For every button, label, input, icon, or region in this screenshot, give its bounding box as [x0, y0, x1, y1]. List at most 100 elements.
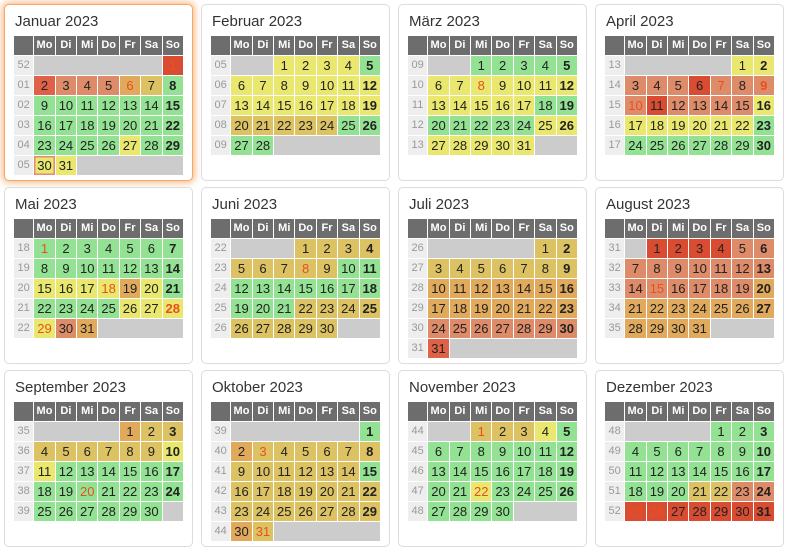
day-cell-mai-20[interactable]: 20 — [141, 279, 162, 298]
day-cell-oktober-24[interactable]: 24 — [252, 502, 274, 521]
day-cell-februar-27[interactable]: 27 — [231, 136, 252, 155]
day-cell-august-12[interactable]: 12 — [732, 259, 753, 278]
day-cell-juli-17[interactable]: 17 — [428, 299, 449, 318]
day-cell-april-10[interactable]: 10 — [625, 96, 646, 115]
day-cell-juli-31[interactable]: 31 — [428, 339, 449, 358]
day-cell-maerz-29[interactable]: 29 — [471, 136, 492, 155]
day-cell-april-25[interactable]: 25 — [646, 136, 668, 155]
day-cell-august-10[interactable]: 10 — [689, 259, 710, 278]
day-cell-maerz-8[interactable]: 8 — [471, 76, 492, 95]
day-cell-juni-8[interactable]: 8 — [295, 259, 316, 278]
day-cell-august-3[interactable]: 3 — [689, 239, 710, 258]
day-cell-november-21[interactable]: 21 — [449, 482, 471, 501]
day-cell-januar-20[interactable]: 20 — [119, 116, 141, 135]
day-cell-november-3[interactable]: 3 — [513, 422, 535, 441]
day-cell-september-30[interactable]: 30 — [141, 502, 162, 521]
day-cell-dezember-23[interactable]: 23 — [732, 482, 753, 501]
day-cell-februar-17[interactable]: 17 — [316, 96, 338, 115]
day-cell-oktober-6[interactable]: 6 — [316, 442, 338, 461]
day-cell-juni-23[interactable]: 23 — [316, 299, 338, 318]
day-cell-november-15[interactable]: 15 — [471, 462, 492, 481]
day-cell-oktober-3[interactable]: 3 — [252, 442, 274, 461]
day-cell-september-7[interactable]: 7 — [98, 442, 119, 461]
day-cell-juni-22[interactable]: 22 — [295, 299, 316, 318]
day-cell-juni-24[interactable]: 24 — [338, 299, 359, 318]
day-cell-februar-8[interactable]: 8 — [274, 76, 295, 95]
day-cell-januar-29[interactable]: 29 — [162, 136, 183, 155]
day-cell-mai-25[interactable]: 25 — [98, 299, 119, 318]
day-cell-februar-12[interactable]: 12 — [359, 76, 380, 95]
day-cell-juli-28[interactable]: 28 — [513, 319, 535, 338]
day-cell-september-17[interactable]: 17 — [162, 462, 183, 481]
day-cell-juli-13[interactable]: 13 — [492, 279, 513, 298]
day-cell-februar-1[interactable]: 1 — [274, 56, 295, 75]
day-cell-september-10[interactable]: 10 — [162, 442, 183, 461]
day-cell-september-8[interactable]: 8 — [119, 442, 141, 461]
day-cell-dezember-8[interactable]: 8 — [710, 442, 732, 461]
day-cell-maerz-10[interactable]: 10 — [513, 76, 535, 95]
day-cell-november-28[interactable]: 28 — [449, 502, 471, 521]
day-cell-dezember-17[interactable]: 17 — [753, 462, 774, 481]
day-cell-dezember-2[interactable]: 2 — [732, 422, 753, 441]
day-cell-august-20[interactable]: 20 — [753, 279, 774, 298]
day-cell-november-16[interactable]: 16 — [492, 462, 513, 481]
day-cell-juli-11[interactable]: 11 — [449, 279, 471, 298]
day-cell-august-13[interactable]: 13 — [753, 259, 774, 278]
day-cell-januar-7[interactable]: 7 — [141, 76, 162, 95]
day-cell-april-4[interactable]: 4 — [646, 76, 668, 95]
day-cell-mai-3[interactable]: 3 — [77, 239, 98, 258]
day-cell-juni-16[interactable]: 16 — [316, 279, 338, 298]
day-cell-juni-28[interactable]: 28 — [274, 319, 295, 338]
day-cell-april-3[interactable]: 3 — [625, 76, 646, 95]
day-cell-februar-6[interactable]: 6 — [231, 76, 252, 95]
day-cell-september-9[interactable]: 9 — [141, 442, 162, 461]
day-cell-august-11[interactable]: 11 — [710, 259, 732, 278]
day-cell-mai-31[interactable]: 31 — [77, 319, 98, 338]
day-cell-mai-30[interactable]: 30 — [55, 319, 77, 338]
day-cell-januar-21[interactable]: 21 — [141, 116, 162, 135]
day-cell-juni-30[interactable]: 30 — [316, 319, 338, 338]
day-cell-juli-9[interactable]: 9 — [556, 259, 577, 278]
day-cell-september-4[interactable]: 4 — [34, 442, 55, 461]
day-cell-april-7[interactable]: 7 — [710, 76, 732, 95]
day-cell-april-8[interactable]: 8 — [732, 76, 753, 95]
day-cell-juli-1[interactable]: 1 — [535, 239, 556, 258]
day-cell-oktober-20[interactable]: 20 — [316, 482, 338, 501]
day-cell-januar-17[interactable]: 17 — [55, 116, 77, 135]
day-cell-oktober-13[interactable]: 13 — [316, 462, 338, 481]
day-cell-november-6[interactable]: 6 — [428, 442, 449, 461]
day-cell-juli-16[interactable]: 16 — [556, 279, 577, 298]
day-cell-juli-19[interactable]: 19 — [471, 299, 492, 318]
day-cell-mai-10[interactable]: 10 — [77, 259, 98, 278]
day-cell-januar-3[interactable]: 3 — [55, 76, 77, 95]
day-cell-oktober-29[interactable]: 29 — [359, 502, 380, 521]
day-cell-mai-14[interactable]: 14 — [162, 259, 183, 278]
day-cell-april-28[interactable]: 28 — [710, 136, 732, 155]
day-cell-september-12[interactable]: 12 — [55, 462, 77, 481]
day-cell-januar-8[interactable]: 8 — [162, 76, 183, 95]
day-cell-januar-31[interactable]: 31 — [55, 156, 77, 175]
day-cell-maerz-7[interactable]: 7 — [449, 76, 471, 95]
day-cell-juni-26[interactable]: 26 — [231, 319, 252, 338]
day-cell-juli-29[interactable]: 29 — [535, 319, 556, 338]
day-cell-august-28[interactable]: 28 — [625, 319, 646, 338]
day-cell-mai-1[interactable]: 1 — [34, 239, 55, 258]
day-cell-september-20[interactable]: 20 — [77, 482, 98, 501]
day-cell-oktober-10[interactable]: 10 — [252, 462, 274, 481]
day-cell-juni-11[interactable]: 11 — [359, 259, 380, 278]
day-cell-november-12[interactable]: 12 — [556, 442, 577, 461]
day-cell-maerz-30[interactable]: 30 — [492, 136, 513, 155]
day-cell-september-27[interactable]: 27 — [77, 502, 98, 521]
day-cell-september-18[interactable]: 18 — [34, 482, 55, 501]
day-cell-november-19[interactable]: 19 — [556, 462, 577, 481]
day-cell-april-17[interactable]: 17 — [625, 116, 646, 135]
day-cell-juli-5[interactable]: 5 — [471, 259, 492, 278]
day-cell-september-3[interactable]: 3 — [162, 422, 183, 441]
day-cell-juni-10[interactable]: 10 — [338, 259, 359, 278]
day-cell-maerz-22[interactable]: 22 — [471, 116, 492, 135]
day-cell-mai-24[interactable]: 24 — [77, 299, 98, 318]
day-cell-april-26[interactable]: 26 — [668, 136, 689, 155]
day-cell-januar-26[interactable]: 26 — [98, 136, 119, 155]
day-cell-mai-4[interactable]: 4 — [98, 239, 119, 258]
day-cell-maerz-21[interactable]: 21 — [449, 116, 471, 135]
